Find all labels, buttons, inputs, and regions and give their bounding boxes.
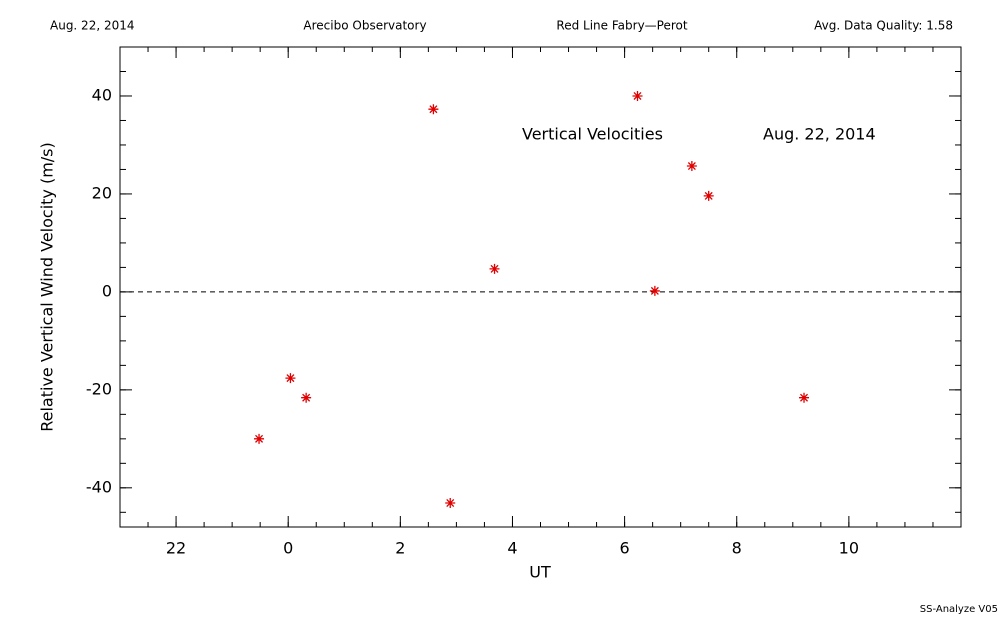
x-tick-label: 10 <box>839 539 859 558</box>
header-site: Arecibo Observatory <box>303 19 426 33</box>
y-tick-label: 20 <box>92 183 112 202</box>
data-point <box>649 285 660 296</box>
header-instrument: Red Line Fabry—Perot <box>556 19 687 33</box>
data-point <box>301 392 312 403</box>
data-point <box>686 161 697 172</box>
header-date: Aug. 22, 2014 <box>50 19 135 33</box>
x-tick-label: 2 <box>395 539 405 558</box>
data-point <box>428 104 439 115</box>
x-tick-label: 8 <box>732 539 742 558</box>
x-tick-label: 22 <box>166 539 186 558</box>
plot-frame <box>119 46 962 528</box>
data-point <box>632 90 643 101</box>
x-tick-label: 0 <box>283 539 293 558</box>
data-point <box>285 373 296 384</box>
y-tick-label: 0 <box>102 281 112 300</box>
y-tick-label: 40 <box>92 85 112 104</box>
footer: SS-Analyze V05 <box>920 604 998 615</box>
header-quality: Avg. Data Quality: 1.58 <box>814 19 953 33</box>
data-point <box>799 392 810 403</box>
data-point <box>489 263 500 274</box>
annotation: Aug. 22, 2014 <box>763 125 876 144</box>
data-point <box>254 433 265 444</box>
x-tick-label: 4 <box>507 539 517 558</box>
data-point <box>445 498 456 508</box>
y-tick-label: -40 <box>86 477 112 496</box>
x-axis-label: UT <box>529 563 551 582</box>
y-axis-label: Relative Vertical Wind Velocity (m/s) <box>38 142 57 432</box>
annotation: Vertical Velocities <box>522 125 663 144</box>
y-tick-label: -20 <box>86 379 112 398</box>
x-tick-label: 6 <box>620 539 630 558</box>
data-point <box>703 190 714 201</box>
